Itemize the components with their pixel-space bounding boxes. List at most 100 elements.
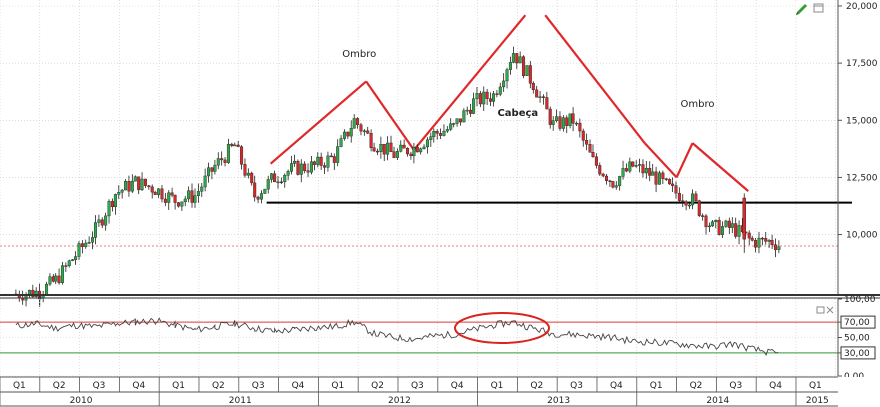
annotation-left-shoulder: Ombro — [342, 49, 376, 60]
oscillator-grid — [0, 298, 838, 377]
osc-close-icon[interactable] — [826, 306, 834, 314]
candle-body — [259, 193, 263, 200]
candle-body — [555, 116, 559, 121]
pencil-icon[interactable] — [796, 3, 807, 15]
quarter-label: Q4 — [451, 381, 464, 391]
candle-body — [203, 175, 207, 188]
candle-body — [522, 56, 526, 76]
candle-body — [246, 172, 250, 176]
candle-body — [93, 222, 97, 238]
quarter-label: Q3 — [729, 381, 742, 391]
candle-body — [472, 98, 476, 114]
candle-body — [80, 243, 84, 247]
candle-body — [286, 171, 290, 176]
price-tick-label: 17,500 — [846, 59, 878, 69]
osc-level-box — [840, 315, 876, 329]
candle-body — [230, 143, 234, 146]
price-tick-label: 10,000 — [846, 231, 878, 241]
candle-body — [386, 142, 390, 155]
quarter-label: Q1 — [809, 381, 822, 391]
candle-body — [187, 190, 191, 200]
candle-body — [379, 144, 383, 152]
quarter-label: Q4 — [132, 381, 145, 391]
candle-body — [406, 147, 410, 155]
window-icon[interactable] — [813, 3, 824, 13]
time-axis: Q1 Q2 Q3 Q4 Q1 Q2 Q3 Q4 Q1 Q2 Q3 Q4 Q1 Q2 Q3 Q4 Q1 Q2 Q3 Q4… — [0, 376, 880, 407]
quarter-label: Q3 — [411, 381, 424, 391]
candle-body — [216, 158, 220, 166]
year-label: 2012 — [388, 396, 411, 406]
candle-body — [200, 186, 204, 192]
candle-body — [352, 118, 356, 129]
candle-body — [634, 165, 638, 167]
candle-body — [624, 168, 628, 172]
candle-body — [293, 160, 297, 164]
candle-body — [356, 118, 360, 125]
oscillator-levels — [0, 321, 838, 354]
candle-body — [332, 156, 336, 163]
candle-body — [375, 150, 379, 153]
candle-body — [691, 193, 695, 206]
candle-body — [628, 161, 632, 172]
candle-body — [110, 201, 114, 208]
head-shoulders-line — [691, 142, 749, 192]
candle-body — [253, 182, 257, 198]
candle-body — [326, 155, 330, 168]
candle-body — [415, 146, 419, 153]
candle-body — [223, 159, 227, 163]
candle-body — [770, 240, 774, 245]
candle-body — [631, 161, 635, 167]
osc-tick-label: 100,00 — [844, 295, 876, 305]
osc-window-icon[interactable] — [816, 306, 825, 314]
year-label: 2014 — [706, 396, 729, 406]
candle-body — [77, 243, 81, 257]
candle-body — [469, 109, 473, 114]
osc-tick-label: 70,00 — [844, 318, 870, 328]
candle-body — [445, 129, 449, 132]
candle-body — [773, 244, 777, 250]
candle-body — [183, 198, 187, 203]
quarter-label: Q2 — [53, 381, 66, 391]
candle-body — [207, 167, 211, 177]
quarter-label: Q2 — [212, 381, 225, 391]
candle-body — [412, 146, 416, 157]
candle-body — [84, 242, 88, 247]
candle-body — [638, 164, 642, 166]
head-shoulders-line — [675, 142, 694, 178]
candle-body — [764, 238, 768, 242]
pattern-lines — [0, 14, 852, 247]
quarter-label: Q4 — [610, 381, 623, 391]
candle-body — [399, 144, 403, 152]
candle-body — [273, 173, 277, 183]
candle-body — [256, 196, 260, 200]
candle-body — [621, 168, 625, 177]
candle-body — [45, 283, 49, 295]
candle-body — [574, 122, 578, 125]
candle-body — [130, 180, 134, 192]
candle-body — [594, 156, 598, 166]
candle-body — [528, 65, 532, 84]
candle-body — [133, 176, 137, 182]
candle-body — [750, 237, 754, 241]
candle-body — [730, 223, 734, 228]
candle-body — [777, 246, 781, 250]
annotations: Ombro Cabeça Ombro — [342, 49, 714, 119]
quarter-label: Q1 — [650, 381, 663, 391]
candle-body — [64, 265, 68, 267]
candle-body — [458, 118, 462, 123]
quarter-label: Q4 — [769, 381, 782, 391]
candle-body — [701, 215, 705, 217]
quarter-label: Q2 — [371, 381, 384, 391]
candle-body — [601, 173, 605, 177]
candle-body — [704, 215, 708, 228]
candle-body — [113, 194, 117, 208]
candle-body — [309, 161, 313, 173]
candle-body — [661, 172, 665, 179]
candle-body — [545, 97, 549, 110]
candle-body — [233, 144, 237, 147]
candle-body — [312, 161, 316, 165]
candle-body — [611, 181, 615, 188]
candle-body — [495, 93, 499, 95]
osc-series-line — [15, 317, 779, 357]
candle-body — [525, 65, 529, 76]
